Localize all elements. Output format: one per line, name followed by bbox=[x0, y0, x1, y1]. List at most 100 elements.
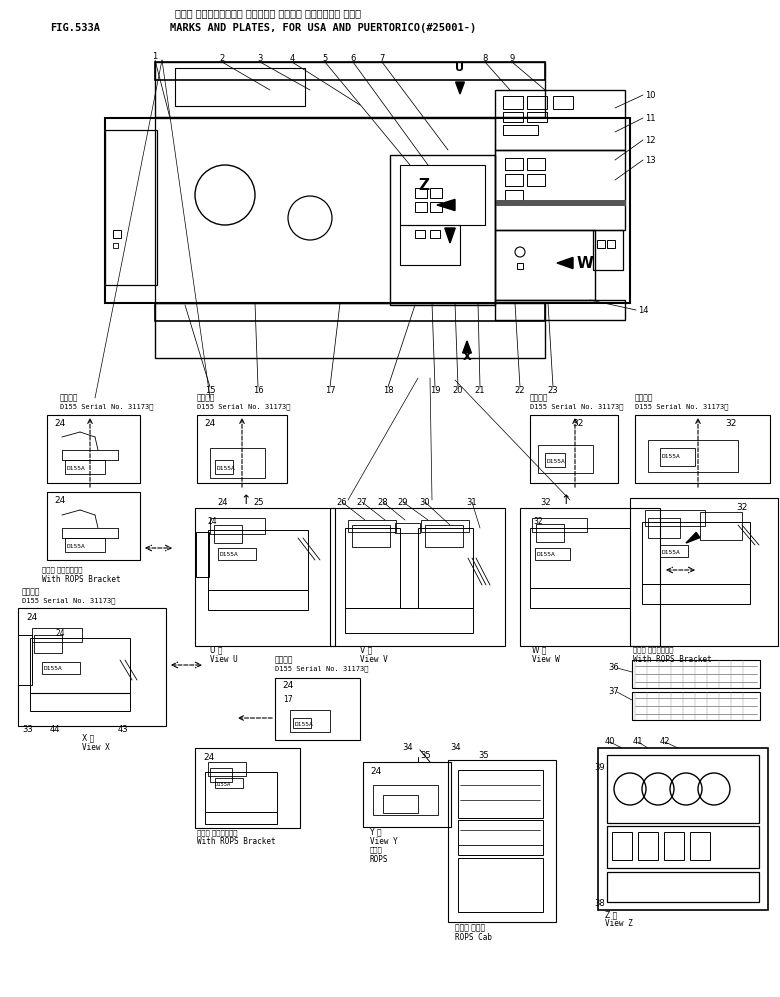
Text: View W: View W bbox=[532, 654, 560, 663]
Text: D155A: D155A bbox=[67, 543, 86, 548]
Bar bbox=[517, 263, 523, 269]
Bar bbox=[530, 528, 630, 588]
Bar bbox=[400, 225, 460, 265]
Text: 適用号機: 適用号機 bbox=[60, 394, 79, 403]
Text: D155A: D155A bbox=[547, 459, 566, 464]
Bar bbox=[505, 158, 523, 170]
Text: D155A: D155A bbox=[537, 552, 555, 557]
Text: 2: 2 bbox=[219, 54, 225, 63]
Bar bbox=[293, 718, 311, 728]
Bar bbox=[527, 112, 547, 122]
Bar bbox=[415, 202, 427, 212]
Bar bbox=[65, 460, 105, 474]
Bar bbox=[635, 415, 770, 483]
Text: D155 Serial No. 31173～: D155 Serial No. 31173～ bbox=[22, 597, 115, 604]
Text: 適用号機: 適用号機 bbox=[22, 587, 41, 596]
Bar bbox=[530, 415, 618, 483]
Bar bbox=[700, 512, 742, 540]
Polygon shape bbox=[445, 228, 456, 243]
Text: 40: 40 bbox=[604, 738, 615, 747]
Bar bbox=[400, 165, 485, 225]
Text: ロプス: ロプス bbox=[370, 846, 383, 853]
Bar bbox=[505, 190, 523, 200]
Bar bbox=[195, 748, 300, 828]
Bar bbox=[458, 820, 543, 855]
Bar bbox=[30, 638, 130, 693]
Text: 32: 32 bbox=[736, 502, 747, 511]
Text: FIG.533A: FIG.533A bbox=[50, 23, 100, 33]
Text: D155A: D155A bbox=[44, 667, 62, 672]
Bar bbox=[495, 90, 625, 150]
Bar bbox=[215, 778, 243, 788]
Text: W: W bbox=[577, 255, 594, 270]
Text: 24: 24 bbox=[26, 613, 37, 622]
Bar bbox=[597, 240, 605, 248]
Bar bbox=[642, 584, 750, 604]
Bar bbox=[32, 628, 82, 642]
Text: D155 Serial No. 31173～: D155 Serial No. 31173～ bbox=[530, 404, 623, 411]
Text: D155 Serial No. 31173～: D155 Serial No. 31173～ bbox=[275, 666, 368, 672]
Text: View U: View U bbox=[210, 654, 238, 663]
Bar bbox=[383, 795, 418, 813]
Text: 24: 24 bbox=[370, 768, 381, 777]
Text: 5: 5 bbox=[322, 54, 328, 63]
Bar bbox=[30, 693, 130, 711]
Text: 24: 24 bbox=[203, 753, 215, 762]
Text: 44: 44 bbox=[50, 726, 61, 735]
Text: 8: 8 bbox=[482, 54, 488, 63]
Bar bbox=[607, 240, 615, 248]
Text: 37: 37 bbox=[608, 688, 619, 697]
Bar bbox=[495, 200, 625, 205]
Text: With ROPS Bracket: With ROPS Bracket bbox=[42, 574, 121, 583]
Text: 27: 27 bbox=[356, 498, 367, 506]
Bar bbox=[34, 635, 62, 653]
Text: View V: View V bbox=[360, 654, 388, 663]
Bar bbox=[642, 522, 750, 584]
Text: With ROPS Bracket: With ROPS Bracket bbox=[197, 837, 275, 846]
Bar bbox=[660, 545, 688, 557]
Bar bbox=[208, 590, 308, 610]
Bar bbox=[42, 662, 80, 674]
Bar bbox=[660, 448, 695, 466]
Text: 14: 14 bbox=[638, 305, 648, 314]
Text: 24: 24 bbox=[56, 628, 66, 637]
Bar bbox=[47, 492, 140, 560]
Bar bbox=[113, 243, 118, 248]
Bar bbox=[532, 518, 587, 532]
Text: 39: 39 bbox=[594, 764, 604, 773]
Bar bbox=[553, 96, 573, 109]
Bar bbox=[536, 524, 564, 542]
Bar bbox=[210, 448, 265, 478]
Text: 24: 24 bbox=[217, 498, 228, 506]
Text: D155A: D155A bbox=[217, 466, 236, 471]
Bar bbox=[430, 202, 442, 212]
Bar bbox=[210, 518, 265, 534]
Text: 33: 33 bbox=[22, 726, 33, 735]
Text: 17: 17 bbox=[283, 696, 292, 705]
Text: V 視: V 視 bbox=[360, 645, 372, 654]
Bar bbox=[607, 872, 759, 902]
Text: 32: 32 bbox=[725, 419, 736, 428]
Bar bbox=[390, 155, 495, 305]
Text: 1: 1 bbox=[152, 52, 158, 61]
Bar bbox=[175, 68, 305, 106]
Text: 32: 32 bbox=[540, 498, 551, 506]
Bar bbox=[215, 460, 233, 474]
Bar bbox=[214, 525, 242, 543]
Text: 19: 19 bbox=[430, 386, 440, 395]
Bar bbox=[348, 520, 396, 532]
Text: 38: 38 bbox=[594, 898, 604, 907]
Text: 適用号機: 適用号機 bbox=[530, 394, 548, 403]
Bar bbox=[330, 508, 505, 646]
Text: ↑: ↑ bbox=[240, 494, 250, 506]
Bar bbox=[421, 520, 469, 532]
Bar bbox=[495, 230, 595, 300]
Text: D155A: D155A bbox=[662, 454, 681, 459]
Text: 41: 41 bbox=[633, 738, 644, 747]
Bar bbox=[47, 415, 140, 483]
Bar bbox=[593, 230, 623, 270]
Bar bbox=[648, 518, 680, 538]
Text: Y 視: Y 視 bbox=[370, 828, 381, 836]
Text: 24: 24 bbox=[54, 496, 66, 504]
Text: D155A: D155A bbox=[220, 552, 239, 557]
